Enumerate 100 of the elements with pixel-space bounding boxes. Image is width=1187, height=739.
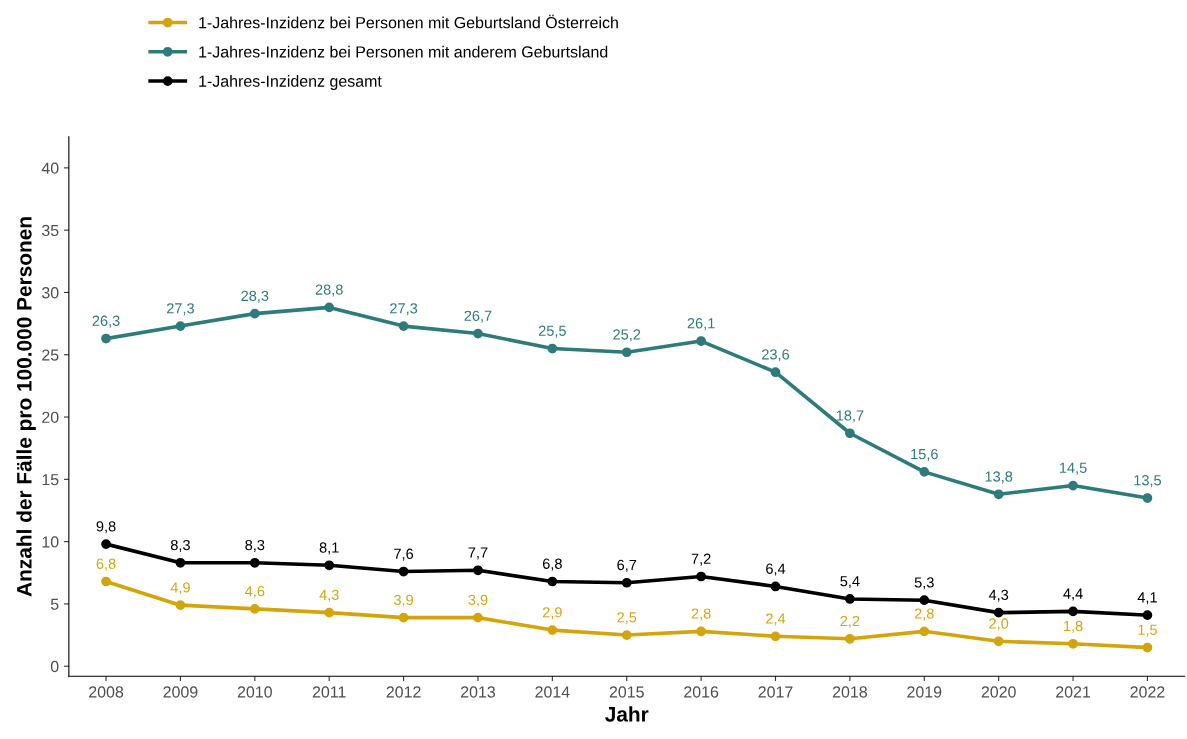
legend-label: 1-Jahres-Inzidenz bei Personen mit anderem Geburtsland <box>199 45 608 58</box>
data-label: 4,3 <box>319 589 339 602</box>
y-tick-label: 10 <box>42 536 59 548</box>
data-label: 2,0 <box>989 618 1009 631</box>
point <box>473 328 483 339</box>
y-tick-label: 20 <box>42 411 59 423</box>
data-label: 4,1 <box>1137 592 1157 605</box>
point <box>696 571 706 582</box>
data-label: 5,4 <box>840 576 860 589</box>
data-label: 2,5 <box>617 612 637 625</box>
data-label: 13,5 <box>1134 475 1162 488</box>
point <box>398 321 409 331</box>
point <box>845 428 855 439</box>
x-axis-title: Jahr <box>605 706 649 722</box>
point <box>696 336 706 346</box>
point <box>101 576 111 587</box>
point <box>1068 606 1078 617</box>
data-label: 8,3 <box>170 539 190 552</box>
data-label: 7,2 <box>691 553 711 566</box>
x-tick-label: 2018 <box>832 686 867 698</box>
data-label: 4,6 <box>245 585 265 599</box>
point <box>547 576 558 587</box>
point <box>324 302 335 313</box>
data-label: 8,3 <box>245 539 265 552</box>
legend-label: 1-Jahres-Inzidenz bei Personen mit Geburtsland Österreich <box>199 14 618 29</box>
x-tick-label: 2012 <box>386 686 421 698</box>
data-label: 27,3 <box>166 303 194 316</box>
y-tick-label: 0 <box>50 660 59 673</box>
x-tick-label: 2016 <box>684 686 719 698</box>
point <box>473 565 483 576</box>
x-tick-label: 2011 <box>312 686 346 698</box>
point <box>993 489 1004 500</box>
point <box>993 607 1004 618</box>
point <box>1142 493 1153 503</box>
data-label: 3,9 <box>394 594 414 607</box>
y-tick-label: 35 <box>41 224 59 237</box>
x-tick-label: 2008 <box>89 686 124 698</box>
data-label: 5,3 <box>914 577 934 590</box>
data-label: 6,7 <box>617 559 637 572</box>
point <box>993 636 1004 647</box>
x-tick-label: 2010 <box>237 686 272 698</box>
point <box>324 560 335 571</box>
x-tick-label: 2021 <box>1056 686 1091 698</box>
point <box>547 343 558 354</box>
point <box>175 600 186 611</box>
legend-label: 1-Jahres-Inzidenz gesamt <box>199 75 382 90</box>
point <box>324 607 335 618</box>
point <box>1068 480 1078 491</box>
data-label: 28,8 <box>315 284 343 297</box>
x-tick-label: 2014 <box>535 686 570 698</box>
data-label: 13,8 <box>985 471 1013 484</box>
data-label: 25,2 <box>613 329 641 342</box>
point <box>621 347 632 358</box>
data-label: 23,6 <box>762 349 790 362</box>
x-tick-label: 2015 <box>609 686 644 698</box>
point <box>101 333 111 344</box>
y-tick-label: 5 <box>50 598 59 610</box>
data-label: 8,1 <box>319 542 339 555</box>
data-label: 25,5 <box>538 325 566 338</box>
point <box>547 625 558 635</box>
point <box>770 367 781 378</box>
point <box>249 604 260 614</box>
data-label: 2,4 <box>766 613 786 626</box>
data-label: 26,3 <box>92 315 120 328</box>
data-label: 15,6 <box>911 448 938 461</box>
point <box>1142 642 1153 653</box>
x-tick-label: 2022 <box>1130 686 1165 698</box>
point <box>1142 610 1153 620</box>
point <box>845 594 855 604</box>
data-label: 27,3 <box>390 303 418 316</box>
data-label: 26,1 <box>687 318 715 331</box>
y-tick-label: 15 <box>42 474 59 486</box>
point <box>919 626 930 637</box>
point <box>621 577 632 588</box>
data-label: 6,4 <box>766 563 786 576</box>
point <box>101 539 111 549</box>
point <box>175 321 186 331</box>
point <box>1068 638 1078 649</box>
data-label: 6,8 <box>542 558 562 571</box>
y-tick-label: 25 <box>42 349 59 361</box>
point <box>249 308 260 319</box>
point <box>398 566 409 577</box>
data-label: 4,9 <box>170 582 190 595</box>
data-label: 18,7 <box>836 410 864 423</box>
data-label: 1,5 <box>1138 624 1157 637</box>
point <box>621 630 632 640</box>
x-tick-label: 2020 <box>981 686 1016 698</box>
point <box>696 626 706 637</box>
point <box>919 466 930 477</box>
point <box>473 612 483 623</box>
data-label: 28,3 <box>241 290 269 303</box>
point <box>175 557 186 568</box>
data-label: 2,8 <box>914 608 934 621</box>
x-tick-label: 2013 <box>461 686 496 698</box>
y-tick-label: 30 <box>41 287 59 299</box>
data-label: 2,8 <box>691 608 711 621</box>
data-label: 7,7 <box>468 547 488 560</box>
point <box>398 612 409 623</box>
data-label: 9,8 <box>96 521 116 534</box>
data-label: 2,2 <box>840 615 860 628</box>
